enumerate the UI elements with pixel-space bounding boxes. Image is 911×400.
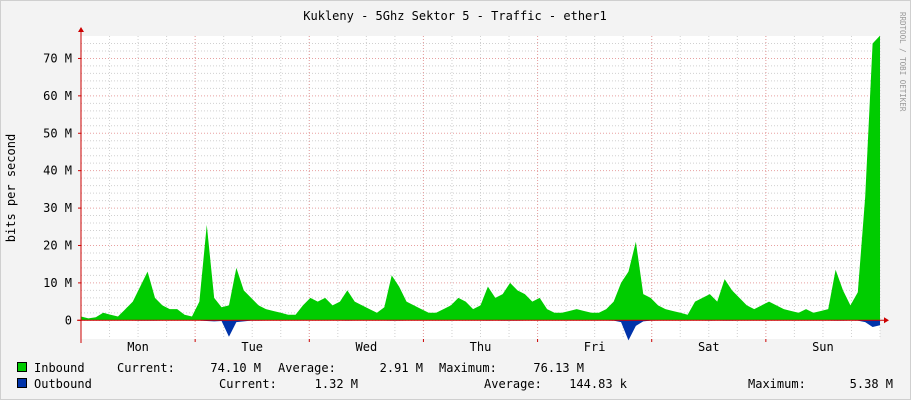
legend-inbound-current: 74.10 M — [210, 361, 261, 375]
y-tick-label: 0 — [65, 313, 72, 327]
legend-outbound-average-label: Average: — [484, 377, 542, 391]
y-tick-label: 50 M — [43, 126, 72, 140]
y-tick-label: 70 M — [43, 51, 72, 65]
y-tick-label: 60 M — [43, 89, 72, 103]
x-tick-label: Fri — [584, 340, 606, 354]
legend-outbound-current: 1.32 M — [315, 377, 358, 391]
chart-title: Kukleny - 5Ghz Sektor 5 - Traffic - ethe… — [303, 9, 606, 23]
legend-swatch-inbound — [17, 362, 27, 372]
legend-inbound-average: 2.91 M — [380, 361, 423, 375]
y-axis-arrow — [78, 27, 84, 32]
legend-inbound-maximum: 76.13 M — [533, 361, 584, 375]
x-tick-label: Wed — [356, 340, 378, 354]
x-tick-label: Sat — [698, 340, 720, 354]
legend-outbound-maximum: 5.38 M — [850, 377, 893, 391]
legend-swatch-outbound — [17, 378, 27, 388]
x-tick-label: Thu — [470, 340, 492, 354]
x-tick-label: Sun — [812, 340, 834, 354]
y-axis-label: bits per second — [4, 134, 18, 242]
x-axis-arrow — [884, 317, 889, 324]
legend-outbound-current-label: Current: — [219, 377, 277, 391]
y-tick-label: 20 M — [43, 238, 72, 252]
legend-outbound-maximum-label: Maximum: — [748, 377, 806, 391]
x-tick-label: Mon — [127, 340, 149, 354]
legend-inbound-maximum-label: Maximum: — [439, 361, 497, 375]
legend: Inbound Current: 74.10 M Average: 2.91 M… — [17, 361, 893, 391]
legend-inbound-current-label: Current: — [117, 361, 175, 375]
axes — [77, 27, 889, 343]
legend-inbound-average-label: Average: — [278, 361, 336, 375]
y-tick-label: 30 M — [43, 201, 72, 215]
legend-inbound-name: Inbound — [34, 361, 85, 375]
legend-outbound-name: Outbound — [34, 377, 92, 391]
tick-labels: 0 10 M 20 M 30 M 40 M 50 M 60 M 70 M Mon Tue Wed Th… — [43, 51, 834, 354]
y-tick-label: 40 M — [43, 164, 72, 178]
legend-outbound-average: 144.83 k — [569, 377, 628, 391]
watermark: RRDTOOL / TOBI OETIKER — [898, 12, 907, 112]
y-tick-label: 10 M — [43, 276, 72, 290]
x-tick-label: Tue — [241, 340, 263, 354]
